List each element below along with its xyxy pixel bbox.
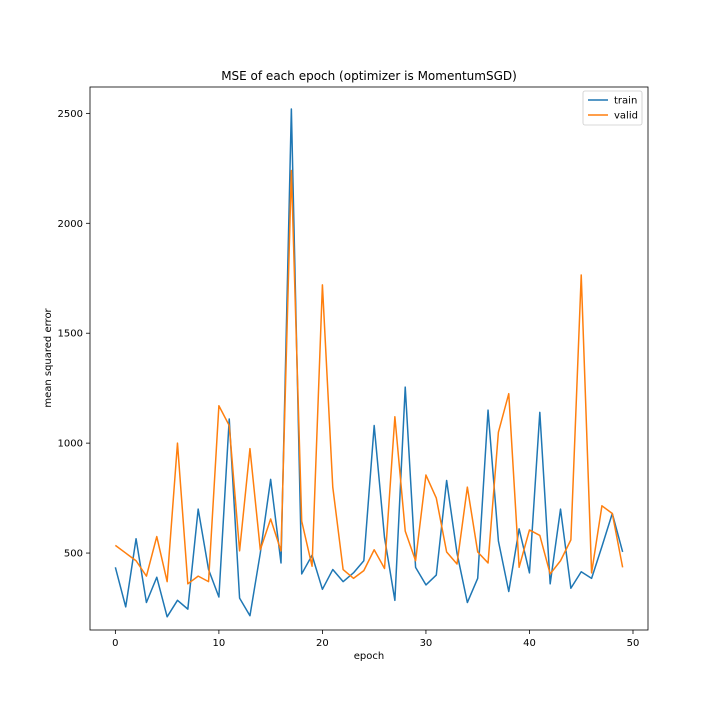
series-line-valid [114, 169, 624, 585]
x-tick-label: 40 [523, 638, 536, 649]
legend-label-valid: valid [614, 111, 638, 122]
y-tick-label: 1000 [58, 439, 83, 450]
chart-title: MSE of each epoch (optimizer is Momentum… [221, 69, 517, 83]
y-tick-label: 2500 [58, 109, 83, 120]
x-axis-label: epoch [354, 651, 384, 662]
y-axis-ticks: 500 1000 1500 2000 2500 [58, 109, 90, 560]
series-line-train [114, 108, 624, 618]
plot-frame [89, 86, 649, 631]
x-tick-label: 50 [627, 638, 640, 649]
y-tick-label: 1500 [58, 329, 83, 340]
x-tick-label: 10 [213, 638, 226, 649]
x-tick-label: 30 [420, 638, 433, 649]
y-tick-label: 2000 [58, 219, 83, 230]
x-tick-label: 0 [112, 638, 118, 649]
legend: train valid [582, 90, 643, 126]
y-tick-label: 500 [64, 549, 83, 560]
y-axis-label: mean squared error [43, 307, 54, 407]
legend-label-train: train [614, 96, 637, 107]
x-tick-label: 20 [316, 638, 329, 649]
x-axis-ticks: 0 10 20 30 40 50 [112, 630, 639, 649]
series-layer [114, 108, 624, 618]
